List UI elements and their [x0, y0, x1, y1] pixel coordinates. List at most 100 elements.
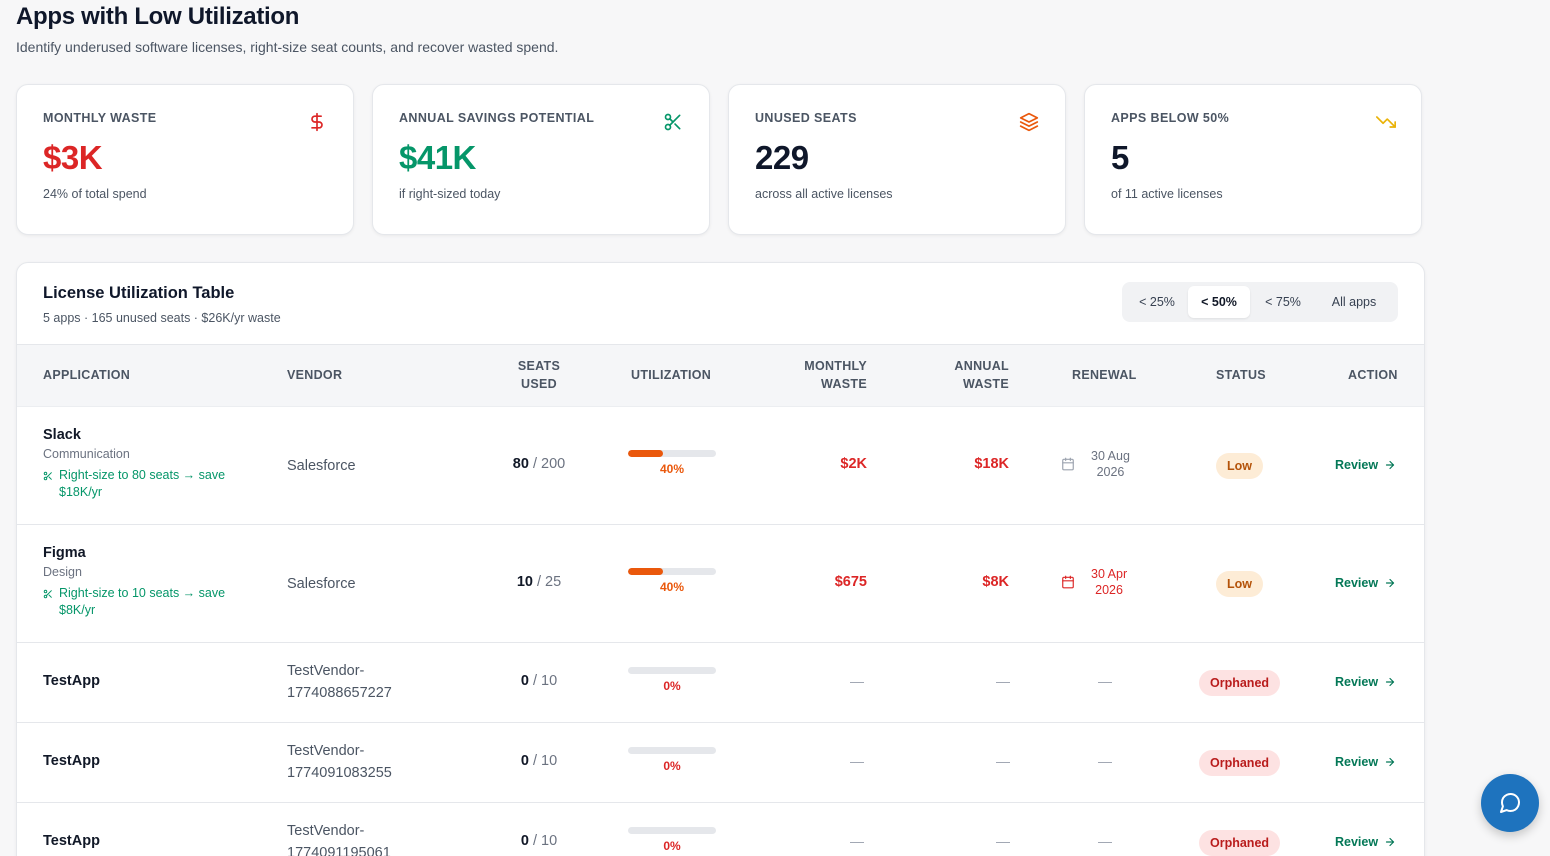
vendor-line2: 1774091083255	[287, 765, 392, 781]
arrow-right-icon	[1385, 837, 1395, 847]
utilization-percent: 0%	[663, 679, 681, 693]
page-title: Apps with Low Utilization	[16, 3, 300, 30]
renewal-date: 30 Aug 2026	[1061, 448, 1130, 480]
seats-total: / 10	[532, 673, 558, 689]
app-name: TestApp	[43, 833, 100, 849]
stat-value: 229	[755, 139, 809, 176]
col-annual-waste[interactable]: ANNUAL WASTE	[919, 357, 1009, 393]
col-seats-used-line1: SEATS	[517, 359, 561, 373]
seats-used: 0 / 10	[489, 673, 589, 689]
review-label: Review	[1335, 576, 1379, 590]
arrow-right-icon	[1385, 757, 1395, 767]
scissors-icon	[43, 471, 52, 481]
seats-total: / 10	[532, 833, 558, 849]
seats-used-count: 80	[512, 456, 529, 472]
col-utilization[interactable]: UTILIZATION	[631, 368, 712, 382]
scissors-icon	[43, 589, 52, 599]
stat-cards: MONTHLY WASTE $3K 24% of total spend ANN…	[16, 84, 1425, 235]
status-badge-label: Low	[1216, 453, 1263, 479]
col-annual-waste-line2: WASTE	[963, 377, 1009, 391]
chat-bubble-icon	[1500, 792, 1521, 813]
col-status[interactable]: STATUS	[1216, 368, 1266, 382]
filter-lt-75[interactable]: < 75%	[1265, 295, 1301, 309]
review-label: Review	[1335, 755, 1379, 769]
stat-label: MONTHLY WASTE	[43, 111, 157, 125]
page: Apps with Low Utilization Identify under…	[16, 0, 1425, 856]
seats-used: 0 / 10	[489, 753, 589, 769]
vendor: Salesforce	[287, 458, 356, 474]
col-seats-used[interactable]: SEATS USED	[499, 357, 579, 393]
app-name: Slack	[43, 427, 81, 443]
status-badge-label: Low	[1216, 571, 1263, 597]
utilization-bar	[628, 568, 716, 575]
monthly-waste: $2K	[840, 456, 867, 472]
utilization: 0%	[628, 747, 716, 773]
col-action[interactable]: ACTION	[1348, 368, 1398, 382]
utilization-bar	[628, 827, 716, 834]
filter-lt-25[interactable]: < 25%	[1139, 295, 1175, 309]
stat-label: ANNUAL SAVINGS POTENTIAL	[399, 111, 595, 125]
annual-waste: —	[996, 833, 1010, 849]
col-monthly-waste-line2: WASTE	[821, 377, 867, 391]
utilization: 40%	[628, 450, 716, 476]
utilization: 0%	[628, 827, 716, 853]
utilization-filter: < 25% < 50% < 75% All apps	[1122, 282, 1398, 322]
utilization-bar-fill	[628, 450, 664, 457]
stat-value: $41K	[399, 139, 476, 176]
license-utilization-table: License Utilization Table 5 apps · 165 u…	[16, 262, 1425, 856]
utilization-bar	[628, 747, 716, 754]
status-badge: Low	[1216, 571, 1263, 597]
status-badge-label: Orphaned	[1199, 830, 1281, 856]
col-renewal[interactable]: RENEWAL	[1072, 368, 1137, 382]
chat-button[interactable]	[1481, 774, 1539, 832]
seats-used-count: 0	[520, 833, 529, 849]
col-vendor[interactable]: VENDOR	[287, 368, 343, 382]
utilization-bar	[628, 450, 716, 457]
arrow-right-icon	[1385, 460, 1395, 470]
seats-used: 0 / 10	[489, 833, 589, 849]
stat-note: 24% of total spend	[43, 187, 147, 201]
filter-all-apps[interactable]: All apps	[1331, 295, 1377, 309]
monthly-waste: $675	[834, 574, 867, 590]
filter-lt-50[interactable]: < 50%	[1188, 286, 1250, 318]
stat-card-apps-below: APPS BELOW 50% 5 of 11 active licenses	[1084, 84, 1422, 235]
review-button[interactable]: Review	[1335, 755, 1396, 769]
utilization: 40%	[628, 568, 716, 594]
status-badge-label: Orphaned	[1199, 750, 1281, 776]
seats-used: 10 / 25	[489, 574, 589, 590]
utilization-bar	[628, 667, 716, 674]
renewal-year: 2026	[1096, 465, 1125, 479]
renewal-date: —	[1098, 753, 1112, 769]
renewal-day: 30 Aug	[1091, 449, 1130, 463]
status-badge: Orphaned	[1199, 750, 1281, 776]
renewal-date: —	[1098, 833, 1112, 849]
stat-label: UNUSED SEATS	[755, 111, 857, 125]
renewal-year: 2026	[1095, 583, 1123, 597]
table-row: Slack Communication Right-size to 80 sea…	[17, 407, 1424, 525]
right-size-hint-text: Right-size to 80 seats → save $18K/yr	[59, 468, 226, 499]
seats-used-count: 10	[516, 574, 533, 590]
stat-note: across all active licenses	[755, 187, 893, 201]
monthly-waste: —	[850, 833, 864, 849]
review-button[interactable]: Review	[1335, 835, 1396, 849]
col-seats-used-line2: USED	[521, 377, 557, 391]
utilization: 0%	[628, 667, 716, 693]
table-row: TestApp TestVendor- 1774091195061 0 / 10 …	[17, 803, 1424, 856]
renewal-date: 30 Apr 2026	[1061, 566, 1127, 598]
status-badge: Low	[1216, 453, 1263, 479]
stat-card-monthly-waste: MONTHLY WASTE $3K 24% of total spend	[16, 84, 354, 235]
seats-total: / 200	[532, 456, 566, 472]
review-button[interactable]: Review	[1335, 576, 1396, 590]
stat-value: $3K	[43, 139, 103, 176]
app-category: Design	[43, 565, 82, 579]
utilization-bar-fill	[628, 568, 664, 575]
col-monthly-waste[interactable]: MONTHLY WASTE	[777, 357, 867, 393]
col-application[interactable]: APPLICATION	[43, 368, 131, 382]
annual-waste: $8K	[982, 574, 1009, 590]
review-button[interactable]: Review	[1335, 458, 1396, 472]
layers-icon	[1019, 112, 1039, 132]
status-badge: Orphaned	[1199, 830, 1281, 856]
review-label: Review	[1335, 458, 1379, 472]
table-row: Figma Design Right-size to 10 seats → sa…	[17, 525, 1424, 643]
review-button[interactable]: Review	[1335, 675, 1396, 689]
